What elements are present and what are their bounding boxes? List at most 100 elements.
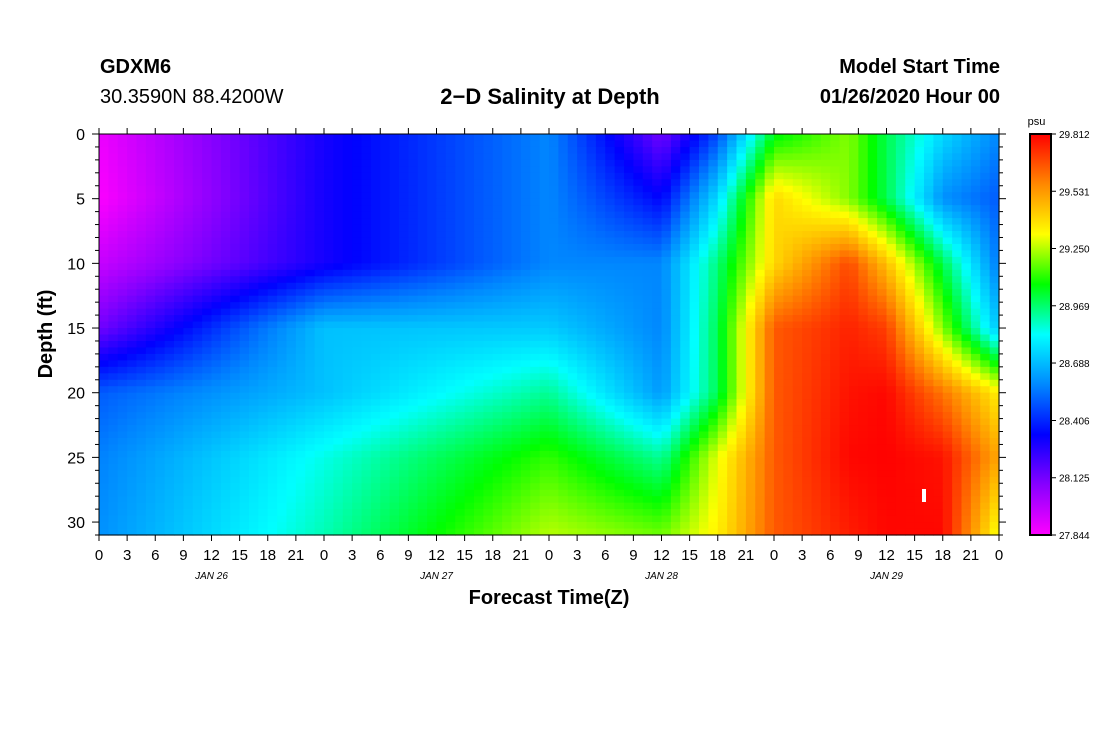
- heatmap-cell: [474, 425, 484, 433]
- heatmap-cell: [445, 334, 456, 342]
- heatmap-cell: [530, 392, 541, 400]
- heatmap-cell: [961, 321, 972, 329]
- heatmap-cell: [736, 269, 747, 277]
- heatmap-cell: [117, 457, 128, 465]
- heatmap-cell: [717, 437, 728, 446]
- heatmap-cell: [117, 192, 128, 200]
- heatmap-cell: [783, 140, 794, 148]
- heatmap-cell: [399, 198, 409, 206]
- heatmap-cell: [117, 146, 128, 155]
- heatmap-cell: [689, 366, 700, 374]
- heatmap-cell: [745, 172, 756, 180]
- heatmap-cell: [389, 276, 400, 284]
- heatmap-cell: [783, 347, 794, 355]
- heatmap-cell: [614, 153, 625, 161]
- heatmap-cell: [211, 289, 222, 297]
- heatmap-cell: [520, 250, 531, 258]
- heatmap-cell: [380, 328, 391, 336]
- heatmap-cell: [145, 340, 156, 349]
- heatmap-cell: [520, 386, 531, 394]
- heatmap-cell: [595, 224, 606, 232]
- heatmap-cell: [952, 256, 963, 264]
- heatmap-cell: [361, 334, 372, 342]
- heatmap-cell: [361, 366, 372, 374]
- heatmap-cell: [117, 185, 128, 193]
- heatmap-cell: [839, 198, 850, 206]
- heatmap-cell: [839, 444, 850, 452]
- heatmap-cell: [239, 321, 250, 329]
- heatmap-cell: [174, 347, 184, 355]
- heatmap-cell: [905, 315, 916, 323]
- heatmap-cell: [127, 231, 138, 239]
- heatmap-cell: [183, 450, 194, 458]
- heatmap-cell: [933, 237, 944, 245]
- heatmap-cell: [464, 379, 475, 387]
- heatmap-cell: [830, 392, 841, 400]
- heatmap-cell: [699, 418, 709, 426]
- heatmap-cell: [249, 192, 259, 200]
- heatmap-cell: [783, 302, 794, 310]
- heatmap-cell: [408, 256, 419, 264]
- heatmap-cell: [474, 211, 484, 219]
- heatmap-cell: [399, 140, 409, 148]
- heatmap-cell: [689, 425, 700, 433]
- heatmap-cell: [286, 463, 297, 471]
- heatmap-cell: [277, 250, 288, 258]
- heatmap-cell: [370, 250, 381, 258]
- heatmap-cell: [483, 450, 494, 458]
- heatmap-cell: [586, 386, 597, 394]
- heatmap-cell: [164, 179, 175, 187]
- heatmap-cell: [586, 243, 597, 252]
- heatmap-cell: [155, 437, 166, 446]
- heatmap-cell: [642, 392, 653, 400]
- heatmap-cell: [952, 373, 963, 381]
- heatmap-cell: [155, 405, 166, 413]
- heatmap-cell: [202, 179, 213, 187]
- heatmap-cell: [249, 250, 259, 258]
- heatmap-cell: [652, 444, 663, 452]
- heatmap-cell: [633, 134, 644, 142]
- heatmap-cell: [755, 457, 766, 465]
- heatmap-cell: [989, 450, 1000, 458]
- heatmap-cell: [727, 218, 738, 226]
- heatmap-cell: [361, 166, 372, 174]
- heatmap-cell: [530, 340, 541, 349]
- heatmap-cell: [989, 321, 1000, 329]
- heatmap-cell: [483, 373, 494, 381]
- heatmap-cell: [680, 418, 691, 426]
- heatmap-cell: [549, 166, 559, 174]
- heatmap-cell: [286, 379, 297, 387]
- heatmap-cell: [774, 315, 784, 323]
- heatmap-cell: [445, 185, 456, 193]
- heatmap-cell: [680, 308, 691, 316]
- heatmap-cell: [483, 360, 494, 368]
- heatmap-cell: [267, 373, 278, 381]
- heatmap-cell: [642, 373, 653, 381]
- heatmap-cell: [942, 386, 953, 394]
- heatmap-cell: [277, 295, 288, 303]
- heatmap-cell: [549, 425, 559, 433]
- heatmap-cell: [764, 360, 775, 368]
- heatmap-cell: [511, 328, 522, 336]
- heatmap-cell: [830, 373, 841, 381]
- heatmap-cell: [464, 412, 475, 420]
- heatmap-cell: [670, 237, 681, 245]
- heatmap-cell: [464, 347, 475, 355]
- heatmap-cell: [680, 366, 691, 374]
- heatmap-cell: [849, 282, 859, 290]
- heatmap-cell: [220, 289, 231, 297]
- heatmap-cell: [399, 185, 409, 193]
- heatmap-cell: [624, 463, 634, 471]
- heatmap-cell: [792, 392, 803, 400]
- heatmap-cell: [445, 399, 456, 407]
- heatmap-cell: [286, 340, 297, 349]
- heatmap-cell: [933, 276, 944, 284]
- heatmap-cell: [117, 250, 128, 258]
- heatmap-cell: [745, 289, 756, 297]
- heatmap-cell: [924, 243, 934, 252]
- heatmap-cell: [183, 308, 194, 316]
- heatmap-cell: [483, 405, 494, 413]
- heatmap-cell: [820, 172, 831, 180]
- heatmap-cell: [811, 134, 822, 142]
- heatmap-cell: [774, 218, 784, 226]
